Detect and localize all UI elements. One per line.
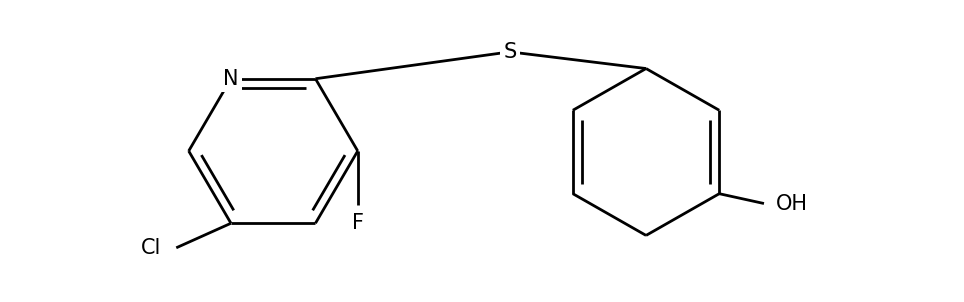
Text: OH: OH <box>776 194 808 214</box>
Text: S: S <box>503 42 517 62</box>
Text: F: F <box>352 213 363 233</box>
Text: Cl: Cl <box>142 238 162 258</box>
Text: N: N <box>224 69 239 89</box>
